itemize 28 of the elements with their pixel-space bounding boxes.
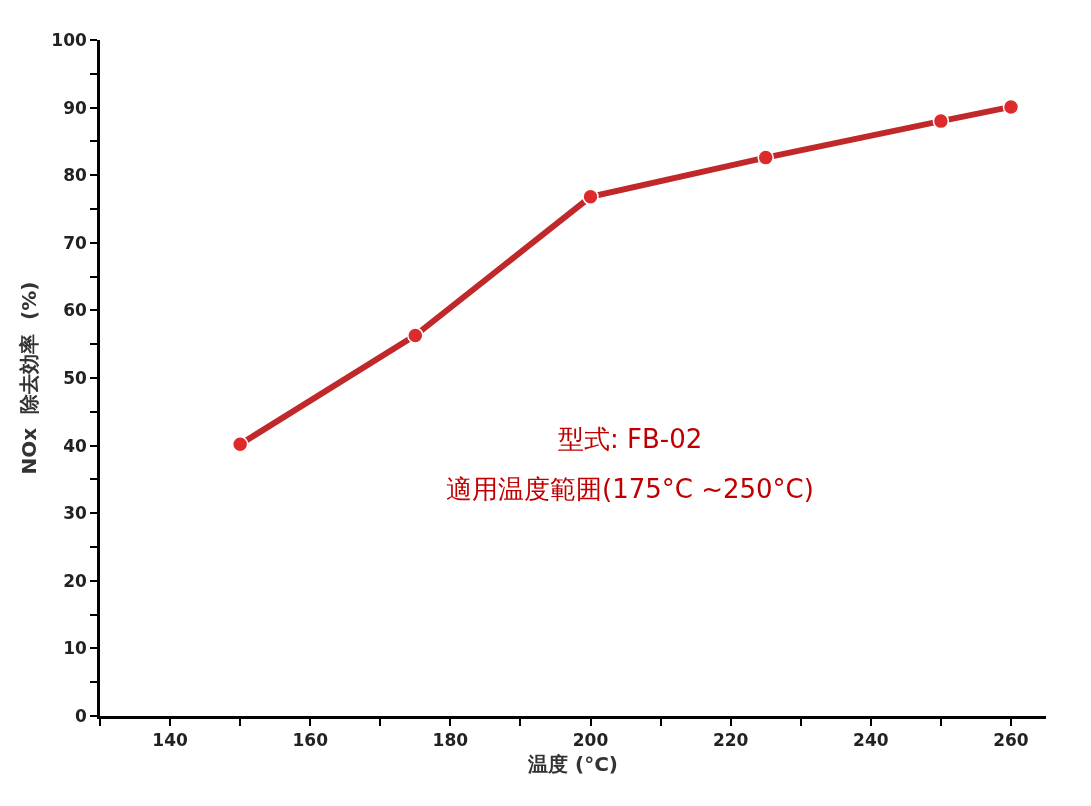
x-tick-label: 200: [572, 730, 609, 751]
y-tick-label: 80: [63, 165, 88, 186]
y-tick-label: 10: [63, 638, 88, 659]
point: [932, 112, 950, 130]
x-tick-label: 220: [712, 730, 749, 751]
x-tick-label: 240: [853, 730, 889, 751]
x-tick-label: 140: [152, 730, 188, 751]
x-tick-label: 260: [993, 730, 1029, 751]
x-axis-title: 温度 (°C): [527, 751, 618, 776]
y-tick-label: 0: [75, 705, 88, 726]
point: [757, 149, 774, 166]
point: [1002, 98, 1020, 116]
y-tick-label: 70: [63, 232, 88, 253]
y-tick-label: 40: [63, 435, 88, 456]
y-tick-label: 60: [63, 300, 88, 321]
x-tick-label: 160: [292, 730, 329, 751]
y-tick-label: 20: [63, 570, 88, 591]
y-axis-title: NOx 除去効率 (%): [16, 281, 41, 475]
y-tick-label: 90: [63, 97, 88, 118]
x-tick-label: 180: [432, 730, 469, 751]
annotation: 適用温度範囲(175°C ~250°C): [446, 474, 814, 504]
y-tick-label: 100: [51, 29, 88, 50]
point: [407, 327, 424, 344]
annotation: 型式: FB-02: [558, 424, 703, 454]
y-tick-label: 50: [63, 367, 88, 388]
y-tick-label: 30: [63, 503, 88, 524]
point: [231, 436, 249, 453]
point: [582, 188, 599, 206]
